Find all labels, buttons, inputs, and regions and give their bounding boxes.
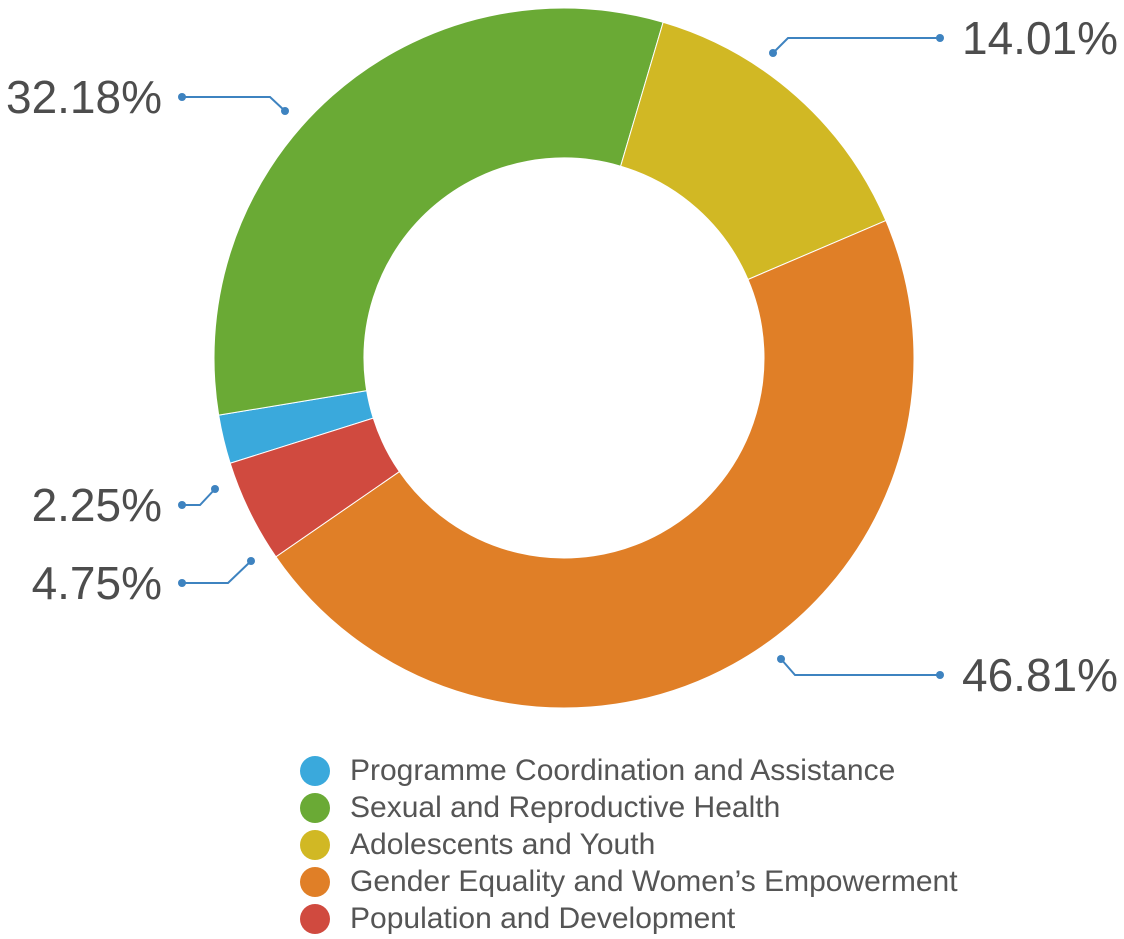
- legend-swatch: [300, 755, 330, 786]
- slice-sexual-and-reproductive-health: [213, 7, 664, 416]
- leader-dot: [211, 485, 219, 493]
- donut-slices: [213, 7, 915, 709]
- legend-item: Sexual and Reproductive Health: [300, 789, 958, 826]
- legend-item: Programme Coordination and Assistance: [300, 752, 958, 789]
- leader-dot: [936, 671, 944, 679]
- donut-chart: 2.25% 32.18% 14.01% 46.81% 4.75%: [6, 7, 1118, 709]
- leader-dot: [777, 655, 785, 663]
- leader-dot: [281, 107, 289, 115]
- leader-dot: [936, 34, 944, 42]
- legend-label: Sexual and Reproductive Health: [350, 790, 781, 824]
- leader-dot: [178, 579, 186, 587]
- leader-line: [780, 658, 940, 676]
- leader-dot: [178, 93, 186, 101]
- leader-dot: [247, 557, 255, 565]
- legend-swatch: [300, 792, 330, 823]
- legend-item: Adolescents and Youth: [300, 826, 958, 863]
- legend-swatch: [300, 829, 330, 860]
- leader-lines: [178, 34, 944, 679]
- legend-item: Population and Development: [300, 900, 958, 937]
- slice-population-and-development: [229, 417, 401, 558]
- legend-swatch: [300, 903, 330, 934]
- chart-legend: Programme Coordination and Assistance Sex…: [300, 752, 958, 937]
- data-label: 14.01%: [962, 12, 1118, 64]
- slice-adolescents-and-youth: [620, 21, 887, 281]
- data-label: 46.81%: [962, 649, 1118, 701]
- legend-item: Gender Equality and Women’s Empowerment: [300, 863, 958, 900]
- legend-label: Programme Coordination and Assistance: [350, 753, 896, 787]
- legend-label: Gender Equality and Women’s Empowerment: [350, 864, 958, 898]
- legend-label: Adolescents and Youth: [350, 827, 656, 861]
- leader-line: [182, 96, 286, 112]
- data-label: 2.25%: [32, 479, 162, 531]
- leader-line: [772, 37, 940, 54]
- data-labels: 2.25% 32.18% 14.01% 46.81% 4.75%: [6, 12, 1118, 701]
- data-label: 32.18%: [6, 71, 162, 123]
- legend-label: Population and Development: [350, 901, 736, 935]
- leader-dot: [769, 49, 777, 57]
- data-label: 4.75%: [32, 557, 162, 609]
- leader-line: [182, 488, 216, 506]
- leader-dot: [178, 501, 186, 509]
- legend-swatch: [300, 866, 330, 897]
- slice-gender-equality-and-women-s-empowerment: [275, 219, 915, 709]
- leader-line: [182, 560, 252, 584]
